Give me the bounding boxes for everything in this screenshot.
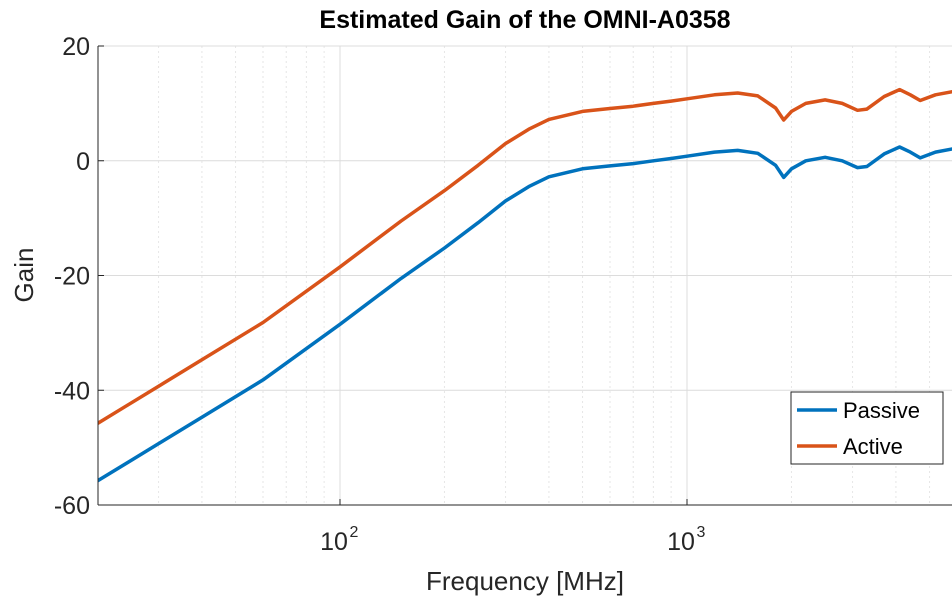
chart-title: Estimated Gain of the OMNI-A0358 <box>319 6 730 34</box>
x-tick-exponent: 2 <box>350 524 359 541</box>
legend-label-active: Active <box>843 434 903 459</box>
y-tick-label: -60 <box>54 492 90 520</box>
y-tick-label: -20 <box>54 263 90 291</box>
legend-label-passive: Passive <box>843 398 920 423</box>
y-tick-label: -40 <box>54 377 90 405</box>
x-tick-label: 10 <box>667 528 695 556</box>
y-tick-label: 20 <box>62 33 90 61</box>
plot-area <box>98 87 952 483</box>
series-line-active <box>98 87 952 426</box>
legend: Passive Active <box>790 391 944 465</box>
grid <box>98 45 952 506</box>
series-line-passive <box>98 145 952 483</box>
x-tick-label: 10 <box>320 528 348 556</box>
x-tick-labels: 10 2 10 3 <box>320 499 706 556</box>
series-layer <box>98 87 952 483</box>
x-tick-exponent: 3 <box>697 524 706 541</box>
y-tick-label: 0 <box>76 148 90 176</box>
x-axis-label: Frequency [MHz] <box>426 566 624 596</box>
y-tick-labels: -60 -40 -20 0 20 <box>54 33 104 520</box>
y-axis-label: Gain <box>9 248 39 303</box>
legend-box <box>790 391 944 465</box>
